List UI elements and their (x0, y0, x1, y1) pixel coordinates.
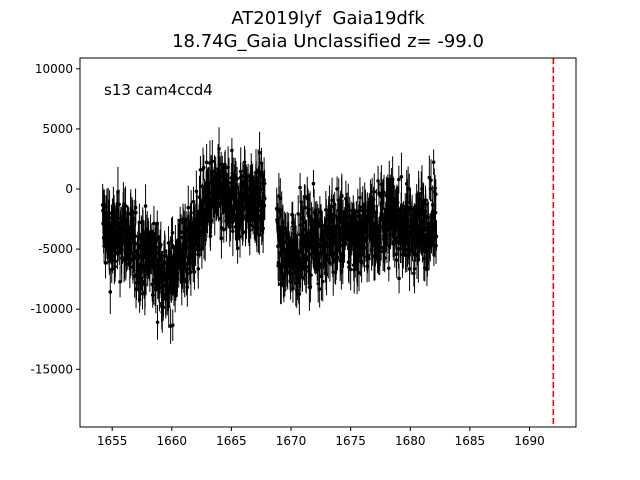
data-point (298, 173, 302, 202)
data-point (117, 189, 121, 220)
data-point (434, 222, 439, 251)
data-point (399, 152, 404, 202)
y-tick-label: 0 (65, 182, 73, 196)
data-point (332, 192, 337, 217)
data-point (433, 179, 438, 210)
data-point (155, 304, 160, 340)
data-point (118, 266, 122, 298)
data-point (179, 214, 183, 251)
data-points-group (100, 127, 439, 344)
y-tick-label: -10000 (30, 302, 73, 316)
data-point (311, 169, 316, 198)
data-point (137, 203, 142, 242)
y-tick-label: 10000 (35, 62, 73, 76)
x-tick-label: 1690 (514, 434, 545, 448)
data-point (335, 176, 339, 202)
data-point (263, 178, 267, 219)
data-point (340, 173, 344, 220)
data-point (235, 166, 239, 191)
data-point (140, 277, 145, 310)
data-point (208, 221, 213, 251)
data-point (379, 234, 383, 261)
data-point (320, 261, 325, 302)
data-point (170, 216, 175, 250)
x-tick-label: 1685 (455, 434, 486, 448)
data-point (429, 159, 433, 202)
plot-frame (79, 57, 577, 428)
data-point (170, 309, 175, 341)
y-tick-label: -5000 (38, 242, 73, 256)
x-tick-label: 1670 (276, 434, 307, 448)
data-point (316, 264, 321, 303)
data-point (317, 270, 322, 308)
data-point (397, 165, 401, 194)
x-tick-label: 1655 (97, 434, 128, 448)
data-point (387, 255, 391, 282)
x-tick-label: 1680 (395, 434, 426, 448)
chart-title-line-1: AT2019lyf Gaia19dfk (231, 8, 425, 29)
data-point (397, 263, 401, 294)
data-point (382, 174, 386, 211)
data-point (238, 215, 242, 258)
data-point (377, 180, 381, 207)
data-point (296, 195, 300, 233)
data-point (186, 251, 190, 286)
x-tick-label: 1665 (216, 434, 247, 448)
data-point (372, 173, 377, 211)
x-tick-label: 1675 (335, 434, 366, 448)
data-point (152, 205, 156, 242)
data-point (108, 269, 113, 315)
data-point (431, 149, 436, 175)
x-tick-label: 1660 (157, 434, 188, 448)
data-point (196, 248, 201, 289)
y-tick-label: -15000 (30, 362, 73, 376)
y-tick-label: 5000 (42, 122, 73, 136)
chart-title-line-2: 18.74G_Gaia Unclassified z= -99.0 (172, 31, 484, 52)
data-point (407, 246, 412, 292)
data-point (123, 186, 128, 226)
data-point (143, 184, 148, 228)
data-point (102, 229, 106, 263)
data-point (235, 232, 240, 264)
data-point (201, 154, 206, 181)
data-point (335, 245, 340, 271)
sector-camera-annotation: s13 cam4ccd4 (104, 81, 213, 99)
data-point (134, 200, 138, 225)
